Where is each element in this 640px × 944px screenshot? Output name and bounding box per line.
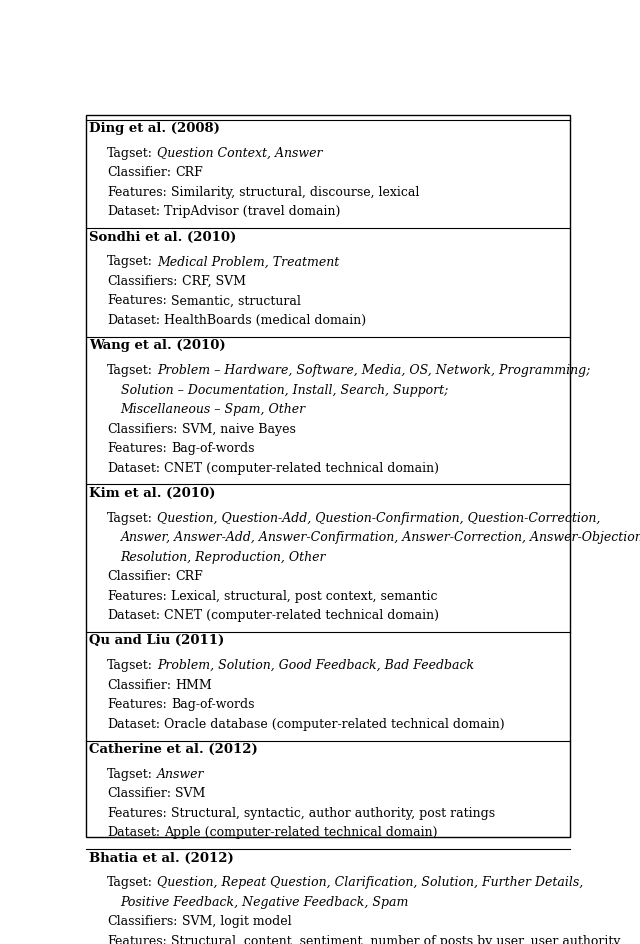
Text: Lexical, structural, post context, semantic: Lexical, structural, post context, seman… (171, 589, 438, 602)
Text: Tagset:: Tagset: (108, 146, 153, 160)
Text: Dataset:: Dataset: (108, 716, 160, 730)
Text: Classifier:: Classifier: (108, 678, 172, 691)
Text: Features:: Features: (108, 589, 167, 602)
Text: Qu and Liu (2011): Qu and Liu (2011) (89, 633, 224, 647)
Text: Kim et al. (2010): Kim et al. (2010) (89, 486, 215, 499)
Text: Tagset:: Tagset: (108, 875, 153, 888)
Text: Tagset:: Tagset: (108, 767, 153, 780)
Text: Classifier:: Classifier: (108, 569, 172, 582)
Text: Medical Problem, Treatment: Medical Problem, Treatment (157, 255, 339, 268)
Text: Miscellaneous – Spam, Other: Miscellaneous – Spam, Other (121, 402, 306, 415)
Text: Dataset:: Dataset: (108, 609, 160, 621)
Text: Resolution, Reproduction, Other: Resolution, Reproduction, Other (121, 550, 326, 563)
Text: HMM: HMM (175, 678, 212, 691)
Text: Question, Question-Add, Question-Confirmation, Question-Correction,: Question, Question-Add, Question-Confirm… (157, 511, 600, 524)
Text: Problem, Solution, Good Feedback, Bad Feedback: Problem, Solution, Good Feedback, Bad Fe… (157, 659, 474, 671)
Text: CNET (computer-related technical domain): CNET (computer-related technical domain) (164, 461, 439, 474)
Text: Answer, Answer-Add, Answer-Confirmation, Answer-Correction, Answer-Objection,: Answer, Answer-Add, Answer-Confirmation,… (121, 531, 640, 544)
Text: SVM: SVM (175, 786, 205, 800)
Text: Classifiers:: Classifiers: (108, 915, 178, 927)
Text: HealthBoards (medical domain): HealthBoards (medical domain) (164, 313, 367, 327)
Text: CRF: CRF (175, 569, 203, 582)
Text: Dataset:: Dataset: (108, 313, 160, 327)
Text: TripAdvisor (travel domain): TripAdvisor (travel domain) (164, 205, 340, 218)
Text: CRF, SVM: CRF, SVM (182, 275, 246, 288)
Text: Semantic, structural: Semantic, structural (171, 295, 301, 307)
Text: Classifiers:: Classifiers: (108, 275, 178, 288)
Text: Bag-of-words: Bag-of-words (171, 442, 255, 454)
Text: CRF: CRF (175, 166, 203, 179)
Text: Features:: Features: (108, 934, 167, 944)
Text: Problem – Hardware, Software, Media, OS, Network, Programming;: Problem – Hardware, Software, Media, OS,… (157, 363, 591, 377)
Text: Catherine et al. (2012): Catherine et al. (2012) (89, 742, 258, 755)
Text: Classifier:: Classifier: (108, 786, 172, 800)
Text: Bhatia et al. (2012): Bhatia et al. (2012) (89, 851, 234, 864)
Text: Answer: Answer (157, 767, 205, 780)
Text: Dataset:: Dataset: (108, 825, 160, 838)
Text: Question, Repeat Question, Clarification, Solution, Further Details,: Question, Repeat Question, Clarification… (157, 875, 584, 888)
Text: Features:: Features: (108, 442, 167, 454)
Text: Structural, syntactic, author authority, post ratings: Structural, syntactic, author authority,… (171, 806, 495, 818)
Text: Dataset:: Dataset: (108, 461, 160, 474)
Text: Solution – Documentation, Install, Search, Support;: Solution – Documentation, Install, Searc… (121, 383, 448, 396)
Text: Positive Feedback, Negative Feedback, Spam: Positive Feedback, Negative Feedback, Sp… (121, 895, 409, 908)
Text: SVM, logit model: SVM, logit model (182, 915, 291, 927)
Text: Oracle database (computer-related technical domain): Oracle database (computer-related techni… (164, 716, 505, 730)
Text: Tagset:: Tagset: (108, 255, 153, 268)
Text: Features:: Features: (108, 698, 167, 711)
Text: Classifiers:: Classifiers: (108, 422, 178, 435)
Text: Tagset:: Tagset: (108, 659, 153, 671)
Text: Similarity, structural, discourse, lexical: Similarity, structural, discourse, lexic… (171, 186, 419, 198)
Text: Question Context, Answer: Question Context, Answer (157, 146, 323, 160)
Text: Features:: Features: (108, 186, 167, 198)
Text: Classifier:: Classifier: (108, 166, 172, 179)
Text: Sondhi et al. (2010): Sondhi et al. (2010) (89, 230, 236, 244)
Text: Tagset:: Tagset: (108, 363, 153, 377)
Text: Tagset:: Tagset: (108, 511, 153, 524)
Text: Structural, content, sentiment, number of posts by user, user authority: Structural, content, sentiment, number o… (171, 934, 621, 944)
Text: Dataset:: Dataset: (108, 205, 160, 218)
Text: Features:: Features: (108, 806, 167, 818)
Text: SVM, naive Bayes: SVM, naive Bayes (182, 422, 296, 435)
Text: Bag-of-words: Bag-of-words (171, 698, 255, 711)
Text: Wang et al. (2010): Wang et al. (2010) (89, 339, 225, 352)
Text: CNET (computer-related technical domain): CNET (computer-related technical domain) (164, 609, 439, 621)
Text: Apple (computer-related technical domain): Apple (computer-related technical domain… (164, 825, 438, 838)
Text: Features:: Features: (108, 295, 167, 307)
Text: Ding et al. (2008): Ding et al. (2008) (89, 122, 220, 135)
